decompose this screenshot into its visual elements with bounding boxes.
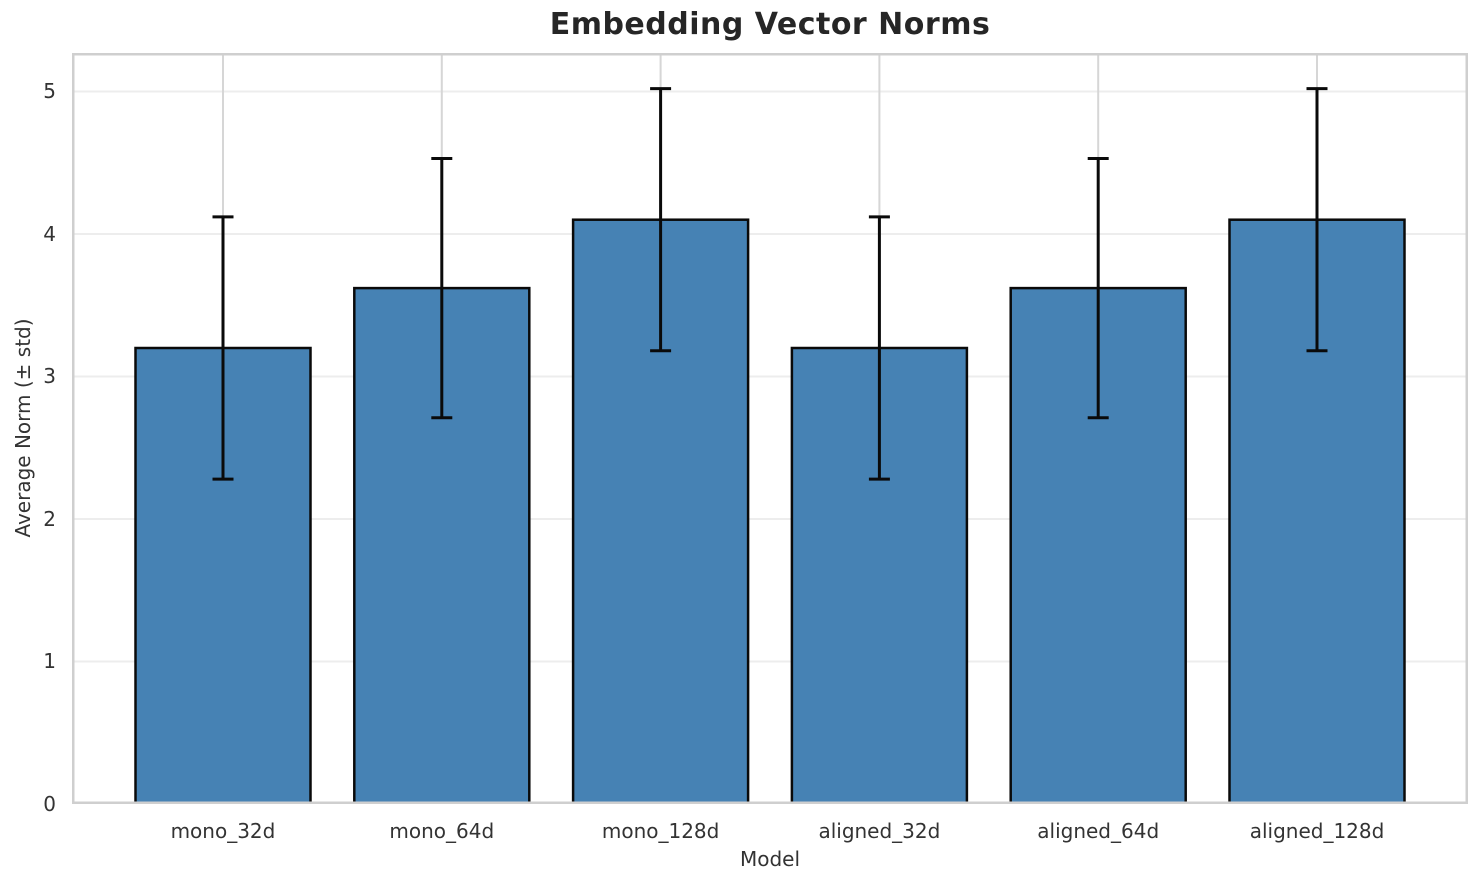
error-bar (212, 215, 234, 481)
y-axis-label: Average Norm (± std) (11, 318, 35, 538)
x-tick-label: aligned_64d (1037, 819, 1160, 843)
chart-title: Embedding Vector Norms (549, 7, 991, 42)
error-bar (431, 157, 453, 420)
y-tick-label: 0 (43, 792, 56, 816)
bar-chart-svg (72, 53, 1468, 804)
error-bar (1087, 157, 1109, 420)
y-tick-label: 2 (43, 506, 56, 531)
error-bar (868, 215, 890, 481)
y-tick-label: 1 (43, 649, 56, 674)
y-tick-label: 5 (43, 79, 56, 104)
x-axis-label: Model (739, 847, 801, 871)
x-tick-label: aligned_32d (818, 819, 941, 843)
y-tick-label: 4 (43, 221, 56, 246)
plot-frame (72, 53, 1468, 804)
error-bar (650, 87, 672, 353)
y-tick-label: 3 (43, 364, 56, 389)
x-tick-label: mono_64d (389, 819, 495, 843)
x-tick-label: aligned_128d (1249, 819, 1385, 843)
plot-area (72, 53, 1468, 804)
x-tick-label: mono_128d (601, 819, 720, 843)
error-bar (1306, 87, 1328, 353)
x-tick-label: mono_32d (170, 819, 276, 843)
